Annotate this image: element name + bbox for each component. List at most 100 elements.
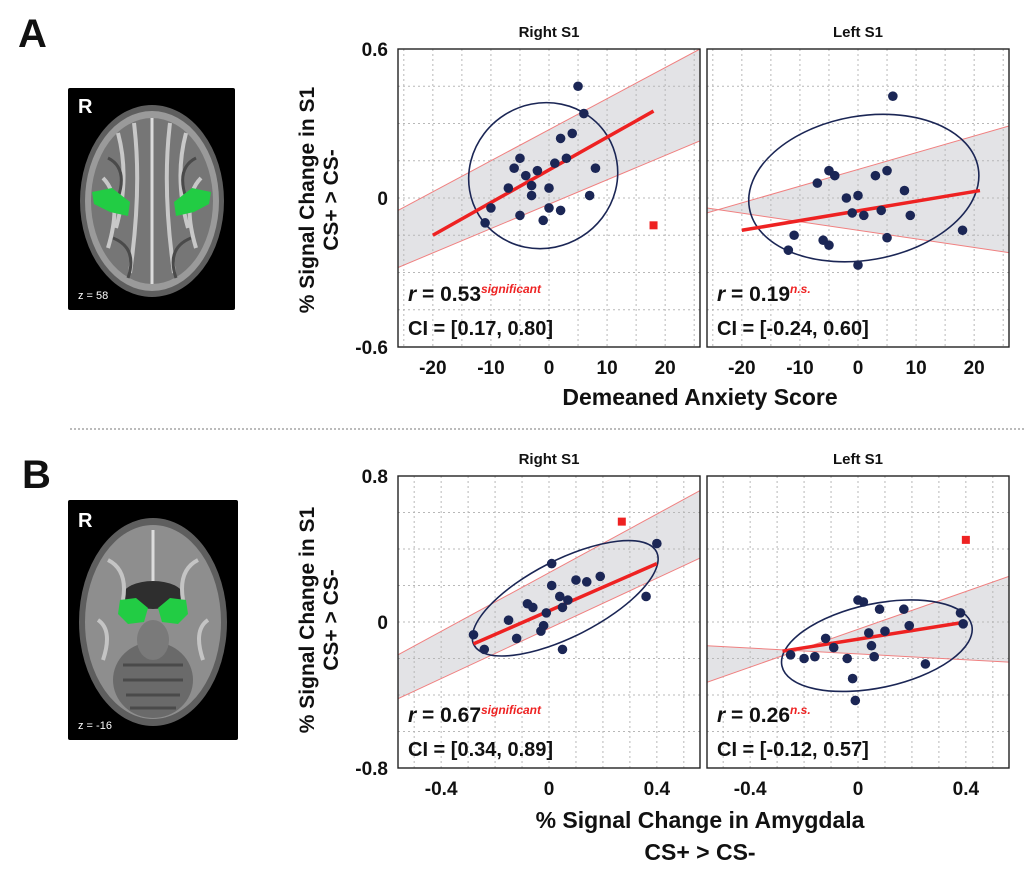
chart-a-left-data-point <box>888 91 898 101</box>
chart-a-left-data-point <box>853 190 863 201</box>
chart-b-right-ci-annotation: CI = [0.34, 0.89] <box>408 739 553 761</box>
chart-b-right-data-point <box>511 633 522 644</box>
right-amygdala-roi <box>158 598 188 624</box>
chart-a-left-correlation-annotation: r = 0.19n.s. <box>717 282 811 306</box>
chart-a-left-title: Left S1 <box>833 24 883 41</box>
chart-b-left-r-symbol: r <box>717 704 727 727</box>
chart-a-left-ci-upper-line <box>707 125 1009 214</box>
chart-b-left-data-point <box>904 620 915 631</box>
chart-b-left-data-point <box>958 619 968 629</box>
chart-a-left-data-point <box>859 210 869 221</box>
chart-a-right-data-point <box>515 153 525 164</box>
brain-slice-axial-top: R z = 58 <box>68 88 235 310</box>
chart-b-left-data-point <box>866 640 877 651</box>
chart-a-left-data-point <box>789 230 799 241</box>
chart-a-right-r-value: = 0.53 <box>416 283 481 306</box>
chart-b-right-data-point <box>528 602 538 613</box>
chart-b-right-xtick-label: 0.4 <box>644 779 671 800</box>
chart-b-left-data-point <box>880 626 890 636</box>
chart-b-left-data-point <box>820 633 831 644</box>
chart-b-left-data-point <box>858 597 869 607</box>
chart-b-left-r-value: = 0.26 <box>725 704 790 727</box>
chart-a-right-data-point <box>532 165 543 176</box>
chart-b-left-data-point <box>899 604 909 615</box>
chart-b-left-xtick-label: 0 <box>853 779 864 800</box>
chart-b-right-ci-band <box>398 490 700 699</box>
chart-b-left-data-point <box>920 659 931 669</box>
left-s1-roi <box>92 188 130 216</box>
chart-a-left-data-point <box>905 210 916 221</box>
chart-b-right-ytick-label: 0 <box>377 613 388 634</box>
left-amygdala-roi <box>118 598 148 624</box>
panel-b-scatter-charts: Right S1 -0.4 0 0.4 -0.8 0 0.8 r = 0.67signific… <box>355 451 1010 800</box>
chart-a-right-xtick-label: -20 <box>419 358 446 379</box>
chart-b-left-data-point <box>810 651 820 662</box>
chart-b-right-title: Right S1 <box>519 451 580 468</box>
right-s1-roi <box>174 188 211 216</box>
chart-b-right-data-point <box>652 538 662 549</box>
chart-a-right-data-point <box>590 163 601 173</box>
chart-b-left-data-point <box>799 653 809 664</box>
chart-a-right-fit-line <box>431 109 655 237</box>
chart-b-right-ytick-label: 0.8 <box>362 467 388 488</box>
chart-a-left-xtick-label: 10 <box>906 358 927 379</box>
chart-a-left-xtick-label: -10 <box>786 358 813 379</box>
chart-a-left-data-point <box>899 185 910 196</box>
chart-b-left-data-point <box>847 673 858 684</box>
chart-b-right-data-point <box>479 644 490 655</box>
chart-b-left-data-point <box>869 651 879 662</box>
chart-a-right-data-point <box>544 203 554 213</box>
chart-a-right-ci-upper-line <box>398 49 700 211</box>
chart-b-left-fit-line <box>782 620 967 653</box>
chart-a-right-data-point <box>509 163 519 173</box>
chart-a-left-fit-line <box>741 188 981 233</box>
chart-a-right-outlier-point <box>649 221 658 230</box>
chart-a-left-data-point <box>957 225 968 236</box>
brain-image <box>80 105 224 297</box>
chart-b-left: Left S1 -0.4 0 0.4 r = 0.26n.s. CI = [-0.12, … <box>706 451 1010 800</box>
chart-a-right: Right S1 -20 -10 0 10 20 -0.6 0 0.6 r = 0.53signi… <box>355 24 701 379</box>
chart-a-right-ytick-label: 0 <box>377 189 388 210</box>
chart-a-right-data-point <box>520 170 531 181</box>
chart-a-right-data-point <box>486 203 496 213</box>
chart-a-left-confidence-ellipse <box>747 113 980 263</box>
chart-a-right-data-point <box>555 205 566 216</box>
chart-a-right-r-symbol: r <box>408 283 418 306</box>
slice-label: z = 58 <box>78 290 109 302</box>
chart-b-left-confidence-ellipse <box>780 599 974 693</box>
chart-b-left-data-point <box>874 604 885 615</box>
chart-a-right-correlation-annotation: r = 0.53significant <box>408 282 542 306</box>
chart-b-right-data-point <box>503 615 514 625</box>
chart-a-right-ci-annotation: CI = [0.17, 0.80] <box>408 318 553 340</box>
panel-b-x-axis-label: % Signal Change in Amygdala CS+ > CS- <box>480 804 920 868</box>
chart-b-left-outlier-point <box>961 535 970 544</box>
chart-a-left: Left S1 -20 -10 0 10 20 r = 0.19n.s. CI = [-0.2… <box>706 24 1010 379</box>
chart-b-right-data-point <box>541 608 552 618</box>
chart-a-right-data-point <box>573 81 583 92</box>
chart-a-right-data-point <box>538 215 548 226</box>
panel-a-letter: A <box>18 12 47 56</box>
chart-b-left-ci-upper-line <box>707 575 1009 683</box>
chart-b-right-xtick-label: -0.4 <box>425 779 458 800</box>
chart-a-right-data-point <box>561 153 572 164</box>
chart-b-right-data-point <box>546 558 557 569</box>
chart-b-left-data-point <box>785 650 796 660</box>
chart-b-right-correlation-annotation: r = 0.67significant <box>408 703 542 727</box>
chart-b-right-data-point <box>563 595 573 605</box>
chart-a-right-ytick-label: 0.6 <box>362 40 388 61</box>
chart-b-left-data-point <box>842 653 853 664</box>
chart-a-right-data-point <box>544 183 554 193</box>
chart-a-left-data-point <box>847 208 857 218</box>
chart-a-left-data-point <box>829 170 840 181</box>
chart-b-right-data-point <box>571 575 581 585</box>
chart-a-right-data-point <box>579 108 589 119</box>
chart-b-right-data-point <box>595 571 606 582</box>
chart-a-right-data-point <box>526 190 537 201</box>
chart-a-right-ytick-label: -0.6 <box>355 338 388 359</box>
chart-b-right-data-point <box>538 620 549 631</box>
chart-a-left-data-point <box>853 260 863 270</box>
chart-b-right-data-point <box>546 580 557 591</box>
chart-b-left-data-point <box>955 608 966 618</box>
chart-a-left-data-point <box>841 193 852 203</box>
panel-a-x-axis-label: Demeaned Anxiety Score <box>562 384 838 410</box>
